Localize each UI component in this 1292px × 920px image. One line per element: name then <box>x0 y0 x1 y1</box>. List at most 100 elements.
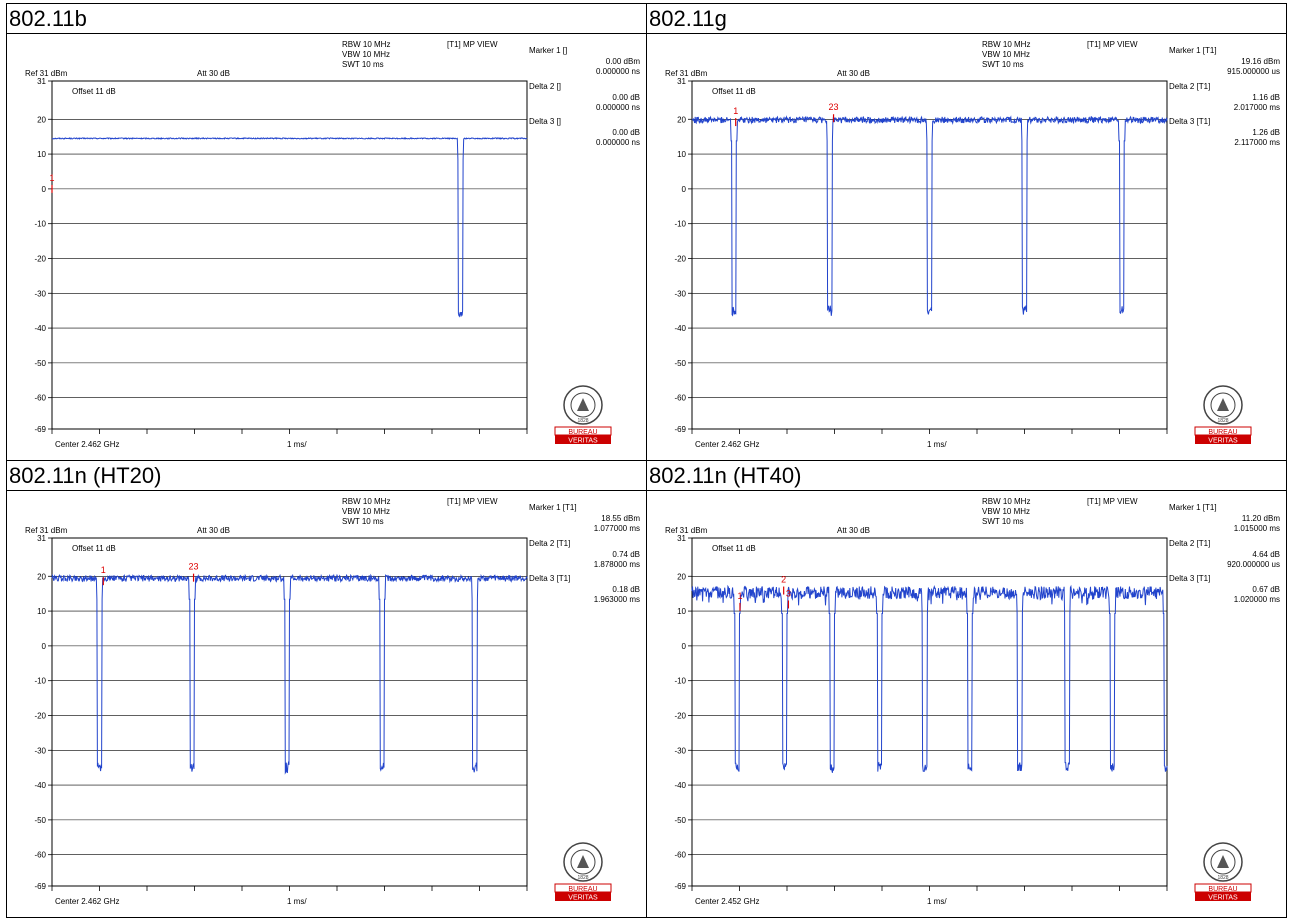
logo-emblem <box>577 855 589 868</box>
view-label: [T1] MP VIEW <box>447 40 498 49</box>
marker-readout-value: 4.64 dB <box>1252 550 1280 559</box>
plot-marker-label: 23 <box>189 562 199 572</box>
logo-veritas-text: VERITAS <box>568 438 598 445</box>
marker-readout-time: 0.000000 ns <box>596 67 640 76</box>
logo-bureau-text: BUREAU <box>1208 886 1237 893</box>
marker-readout-time: 1.020000 ms <box>1234 595 1280 604</box>
plot-frame <box>51 80 528 430</box>
logo-band-bottom <box>555 892 611 901</box>
center-frequency-label: Center 2.462 GHz <box>695 440 759 449</box>
swt-label: SWT 10 ms <box>982 60 1024 69</box>
panel-2: 802.11n (HT20) Ref 31 dBm Att 30 dB RBW 10… <box>7 461 647 918</box>
marker-readout-value: 18.55 dBm <box>601 514 640 523</box>
logo-year: 1828 <box>1217 418 1228 424</box>
y-tick-label: -10 <box>34 677 46 686</box>
offset-label: Offset 11 dB <box>712 544 756 553</box>
plot-marker-label: 1 <box>733 106 738 116</box>
analyzer-plot-3: Ref 31 dBm Att 30 dB RBW 10 MHz VBW 10 MHz S… <box>647 491 1286 917</box>
marker-readout-label: Delta 2 [] <box>529 82 561 91</box>
logo-band-bottom <box>1195 435 1251 444</box>
view-label: [T1] MP VIEW <box>447 497 498 506</box>
y-tick-label: -60 <box>674 394 686 403</box>
bureau-veritas-logo: 1828 BUREAU VERITAS <box>1194 842 1252 902</box>
y-tick-label: -69 <box>674 882 686 891</box>
y-tick-label: -30 <box>34 289 46 298</box>
y-tick-label: 20 <box>37 115 46 124</box>
logo-emblem <box>1217 855 1229 868</box>
center-frequency-label: Center 2.462 GHz <box>55 440 119 449</box>
logo-seal-inner <box>570 849 596 875</box>
trace-line <box>51 573 528 775</box>
y-tick-label: 10 <box>677 607 686 616</box>
attenuation-label: Att 30 dB <box>837 69 870 78</box>
marker-readout-label: Marker 1 [T1] <box>1169 503 1217 512</box>
logo-emblem <box>577 398 589 411</box>
panel-1: 802.11g Ref 31 dBm Att 30 dB RBW 10 MHz VBW… <box>647 4 1287 461</box>
y-tick-label: 10 <box>37 150 46 159</box>
analyzer-plot-2: Ref 31 dBm Att 30 dB RBW 10 MHz VBW 10 MHz S… <box>7 491 646 917</box>
marker-readout-value: 0.18 dB <box>612 585 640 594</box>
y-tick-label: 10 <box>37 607 46 616</box>
rbw-label: RBW 10 MHz <box>342 40 390 49</box>
y-tick-label: 0 <box>42 642 47 651</box>
sweep-time-label: 1 ms/ <box>927 440 947 449</box>
y-tick-label: -50 <box>34 359 46 368</box>
y-tick-label: 10 <box>677 150 686 159</box>
y-tick-label: 0 <box>682 642 687 651</box>
y-tick-label: -30 <box>674 746 686 755</box>
logo-year: 1828 <box>577 875 588 881</box>
logo-veritas-text: VERITAS <box>1208 438 1238 445</box>
y-tick-label: -40 <box>674 781 686 790</box>
logo-band-bottom <box>555 435 611 444</box>
sweep-time-label: 1 ms/ <box>287 440 307 449</box>
y-tick-label: -10 <box>34 220 46 229</box>
ref-level-label: Ref 31 dBm <box>665 526 708 535</box>
marker-readout-value: 19.16 dBm <box>1241 57 1280 66</box>
marker-readout-value: 0.00 dB <box>612 93 640 102</box>
y-tick-label: 20 <box>37 572 46 581</box>
vbw-label: VBW 10 MHz <box>342 50 390 59</box>
attenuation-label: Att 30 dB <box>197 526 230 535</box>
y-tick-label: 31 <box>37 77 46 86</box>
marker-readout-time: 0.000000 ns <box>596 138 640 147</box>
y-tick-label: 20 <box>677 572 686 581</box>
logo-year: 1828 <box>577 418 588 424</box>
ref-level-label: Ref 31 dBm <box>25 69 68 78</box>
y-tick-label: -20 <box>34 254 46 263</box>
swt-label: SWT 10 ms <box>342 60 384 69</box>
marker-readout-time: 1.077000 ms <box>594 524 640 533</box>
y-tick-label: 31 <box>677 77 686 86</box>
marker-readout-label: Marker 1 [T1] <box>529 503 577 512</box>
logo-seal-inner <box>1210 392 1236 418</box>
y-tick-label: -40 <box>34 324 46 333</box>
y-tick-label: -50 <box>674 359 686 368</box>
marker-readout-value: 1.26 dB <box>1252 128 1280 137</box>
plot-marker-label: 2 <box>781 575 786 585</box>
y-tick-label: -20 <box>674 711 686 720</box>
y-tick-label: -60 <box>674 851 686 860</box>
plot-marker-label: 1 <box>101 565 106 575</box>
logo-emblem <box>1217 398 1229 411</box>
panel-title: 802.11g <box>647 4 1286 34</box>
marker-readout-time: 1.878000 ms <box>594 560 640 569</box>
y-tick-label: -40 <box>34 781 46 790</box>
marker-readout-value: 11.20 dBm <box>1242 514 1280 523</box>
marker-readout-label: Delta 3 [] <box>529 117 561 126</box>
logo-seal-inner <box>1210 849 1236 875</box>
view-label: [T1] MP VIEW <box>1087 40 1138 49</box>
logo-veritas-text: VERITAS <box>568 895 598 902</box>
rbw-label: RBW 10 MHz <box>982 497 1030 506</box>
trace-line <box>691 115 1168 317</box>
vbw-label: VBW 10 MHz <box>982 507 1030 516</box>
ref-level-label: Ref 31 dBm <box>665 69 708 78</box>
analyzer-plot-1: Ref 31 dBm Att 30 dB RBW 10 MHz VBW 10 MHz S… <box>647 34 1286 460</box>
y-tick-label: 0 <box>682 185 687 194</box>
trace-line <box>691 584 1168 773</box>
y-tick-label: -40 <box>674 324 686 333</box>
y-tick-label: -69 <box>674 425 686 434</box>
marker-readout-value: 1.16 dB <box>1252 93 1280 102</box>
panel-3: 802.11n (HT40) Ref 31 dBm Att 30 dB RBW 10… <box>647 461 1287 918</box>
marker-readout-label: Delta 2 [T1] <box>1169 82 1210 91</box>
